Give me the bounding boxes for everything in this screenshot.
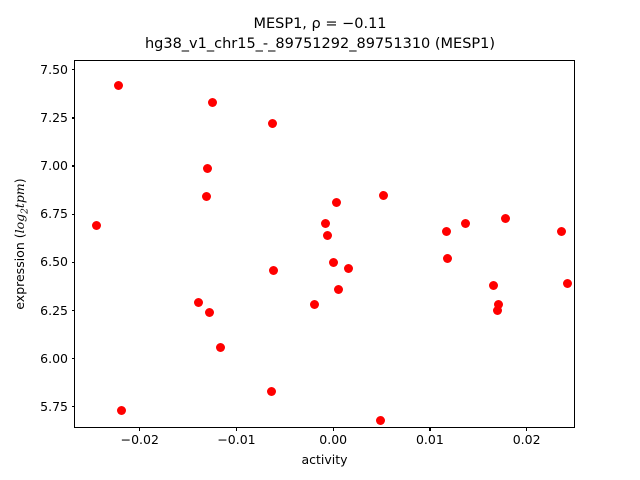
y-tick-label: 6.50: [40, 254, 68, 270]
chart-title-block: MESP1, ρ = −0.11 hg38_v1_chr15_-_8975129…: [0, 14, 640, 54]
y-tick-label: 7.25: [40, 110, 68, 126]
y-tick-mark: [71, 213, 75, 215]
scatter-point: [116, 406, 126, 416]
y-tick-mark: [71, 261, 75, 263]
y-tick-label: 6.00: [40, 350, 68, 366]
scatter-point: [202, 192, 212, 202]
chart-title: MESP1, ρ = −0.11: [253, 16, 387, 32]
scatter-point: [91, 221, 101, 231]
scatter-point: [441, 227, 451, 237]
y-tick-mark: [71, 117, 75, 119]
y-axis-label: expression (log2tpm): [12, 178, 31, 310]
scatter-point: [344, 263, 354, 273]
scatter-point: [376, 415, 386, 425]
scatter-point: [268, 265, 278, 275]
x-axis-label: activity: [301, 452, 348, 467]
scatter-point: [202, 163, 212, 173]
scatter-point: [266, 387, 276, 397]
scatter-point: [320, 219, 330, 229]
scatter-point: [333, 284, 343, 294]
scatter-point: [442, 254, 452, 264]
scatter-point: [215, 342, 225, 352]
y-tick-mark: [71, 165, 75, 167]
x-tick-label: −0.02: [120, 432, 159, 447]
scatter-point: [331, 198, 341, 208]
y-tick-mark: [71, 358, 75, 360]
scatter-point: [562, 279, 572, 289]
y-tick-mark: [71, 309, 75, 312]
scatter-point: [461, 219, 471, 229]
y-tick-mark: [71, 406, 75, 408]
x-tick-label: −0.01: [217, 432, 256, 447]
scatter-point: [194, 298, 204, 308]
x-tick-mark: [139, 427, 141, 431]
scatter-point: [207, 98, 217, 108]
x-tick-mark: [235, 427, 238, 431]
scatter-point: [114, 80, 124, 90]
scatter-point: [489, 281, 499, 291]
scatter-point: [493, 306, 503, 316]
data-points-layer: [75, 61, 574, 427]
scatter-point: [328, 257, 338, 267]
scatter-point: [378, 190, 388, 200]
scatter-point: [267, 119, 277, 129]
x-tick-label: 0.01: [415, 432, 444, 447]
scatter-point: [556, 227, 566, 237]
x-tick-label: 0.02: [512, 432, 541, 447]
x-tick-mark: [429, 427, 431, 431]
y-tick-mark: [71, 69, 75, 71]
scatter-point: [204, 308, 214, 318]
x-tick-mark: [526, 427, 528, 431]
y-tick-label: 6.75: [40, 206, 68, 222]
x-tick-mark: [332, 427, 334, 431]
scatter-point: [310, 300, 320, 310]
scatter-point: [322, 231, 332, 241]
scatter-point: [494, 300, 504, 310]
y-tick-label: 7.00: [40, 158, 68, 174]
chart-subtitle: hg38_v1_chr15_-_89751292_89751310 (MESP1…: [144, 36, 496, 52]
scatter-point: [500, 213, 510, 223]
y-tick-label: 5.75: [40, 398, 68, 414]
plot-area: 5.75 6.00 6.25 6.50 6.75 7.00 7.25 7.50 −0.02 −0.…: [40, 60, 575, 447]
x-tick-label: 0.00: [319, 432, 348, 447]
y-tick-label: 7.50: [40, 61, 68, 77]
y-tick-label: 6.25: [40, 302, 68, 318]
